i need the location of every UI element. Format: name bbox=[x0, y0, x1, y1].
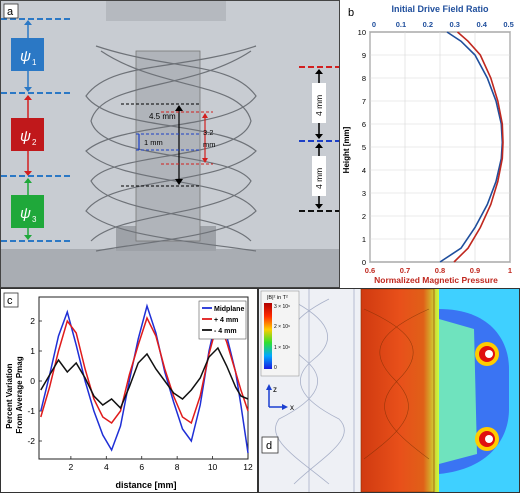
chart-b-top-tick-label: 0.3 bbox=[450, 20, 460, 29]
chart-b-ytick-label: 9 bbox=[362, 51, 366, 60]
dim-height bbox=[161, 111, 213, 165]
pressure-profile-chart: b Initial Drive Field Ratio Normalized M… bbox=[342, 4, 514, 285]
psi1-subscript: 1 bbox=[32, 58, 37, 67]
chart-c-xtick-label: 10 bbox=[208, 462, 218, 472]
field-core-high bbox=[361, 289, 439, 492]
chart-b-ytick-label: 2 bbox=[362, 212, 366, 221]
psi2-subscript: 2 bbox=[32, 138, 37, 147]
chart-c-xtick-label: 6 bbox=[139, 462, 144, 472]
chart-c-legend-label: - 4 mm bbox=[214, 328, 237, 335]
chart-b-top-tick-label: 0 bbox=[372, 20, 376, 29]
chart-b-ytick-label: 10 bbox=[358, 28, 366, 37]
dim-outer-label: 4.5 mm bbox=[149, 112, 176, 121]
chart-b-ytick-label: 6 bbox=[362, 120, 366, 129]
chart-c-xtick-label: 4 bbox=[104, 462, 109, 472]
psi2-symbol: ψ bbox=[20, 128, 31, 145]
axis-x-label: x bbox=[290, 403, 294, 412]
psi3-box bbox=[11, 195, 44, 228]
wire-cross-section-upper bbox=[475, 342, 499, 366]
chart-b-ytick-label: 0 bbox=[362, 258, 366, 267]
axis-z-label: z bbox=[273, 385, 277, 394]
psi2-box bbox=[11, 118, 44, 151]
field-map-svg: |B|² in T² 3 × 10⁶ 2 × 10⁶ 1 × 10⁶ 0 z x bbox=[259, 289, 519, 492]
top-connector bbox=[106, 1, 226, 21]
chart-c-xlabel: distance [mm] bbox=[115, 480, 176, 490]
chart-b-bottom-tick-label: 0.7 bbox=[400, 266, 410, 275]
dim-outer-diameter bbox=[121, 103, 201, 187]
chart-c-ytick-label: 0 bbox=[30, 376, 35, 386]
chart-c-ytick-label: 1 bbox=[30, 346, 35, 356]
panel-b-label: b bbox=[348, 7, 354, 19]
chart-c-xtick-label: 12 bbox=[243, 462, 253, 472]
colorbar-tick-1e6: 1 × 10⁶ bbox=[274, 345, 290, 351]
chart-b-ytick-label: 1 bbox=[362, 235, 366, 244]
psi1-symbol: ψ bbox=[20, 48, 31, 65]
chart-c-ytick-label: -2 bbox=[27, 436, 35, 446]
chart-c-ylabel: Percent Variation From Average Pmag bbox=[5, 356, 24, 433]
colorbar bbox=[264, 303, 272, 369]
psi1-region bbox=[1, 18, 71, 94]
chart-b-top-tick-label: 0.2 bbox=[423, 20, 433, 29]
dim-lower-label: 4 mm bbox=[314, 168, 324, 189]
colorbar-tick-0: 0 bbox=[274, 365, 277, 371]
panel-a-label: a bbox=[7, 6, 14, 18]
chart-c-xtick-label: 2 bbox=[69, 462, 74, 472]
colorbar-tick-2e6: 2 × 10⁶ bbox=[274, 324, 290, 330]
variation-chart: c distance [mm] Percent Variation From A… bbox=[3, 292, 253, 490]
chart-c-xtick-label: 8 bbox=[175, 462, 180, 472]
panel-a-device-schematic: 4.5 mm 1 mm 3.2 mm ψ 1 bbox=[0, 0, 340, 288]
colorbar-tick-3e6: 3 × 10⁶ bbox=[274, 304, 290, 310]
panel-c-label: c bbox=[7, 295, 13, 307]
chart-c-ylabel-line1: Percent Variation bbox=[5, 363, 14, 428]
chart-c-legend-label: Midplane bbox=[214, 306, 244, 313]
base-plate bbox=[1, 249, 339, 287]
panel-d-field-map: |B|² in T² 3 × 10⁶ 2 × 10⁶ 1 × 10⁶ 0 z x bbox=[258, 288, 520, 493]
psi1-box bbox=[11, 38, 44, 71]
chart-b-bottom-tick-label: 0.6 bbox=[365, 266, 375, 275]
psi2-region bbox=[1, 95, 71, 177]
chart-c-ytick-label: 2 bbox=[30, 316, 35, 326]
colorbar-title: |B|² in T² bbox=[267, 295, 288, 301]
dim-height-unit: mm bbox=[203, 140, 216, 149]
chart-b-top-tick-label: 0.5 bbox=[503, 20, 513, 29]
chart-b-top-tick-label: 0.1 bbox=[396, 20, 406, 29]
chart-c-series-line-2 bbox=[40, 346, 249, 410]
chart-b-ylabel: Height [mm] bbox=[342, 126, 351, 173]
chart-b-bottom-tick-label: 0.9 bbox=[470, 266, 480, 275]
chart-c-ylabel-line2: From Average Pmag bbox=[15, 356, 24, 433]
psi3-symbol: ψ bbox=[20, 205, 31, 222]
axis-triad bbox=[266, 384, 288, 410]
device-schematic-svg: 4.5 mm 1 mm 3.2 mm ψ 1 bbox=[1, 1, 339, 287]
panel-b-pressure-profile: b Initial Drive Field Ratio Normalized M… bbox=[340, 0, 520, 288]
chart-b-series-line-1 bbox=[453, 31, 504, 263]
dim-inner-label: 1 mm bbox=[144, 138, 163, 147]
chart-b-ytick-label: 3 bbox=[362, 189, 366, 198]
psi3-subscript: 3 bbox=[32, 215, 37, 224]
panel-d-label: d bbox=[266, 440, 272, 452]
helical-coil bbox=[85, 45, 257, 252]
field-lobe-mid bbox=[439, 319, 477, 464]
chart-b-xlabel: Normalized Magnetic Pressure bbox=[374, 275, 498, 285]
field-core-outline bbox=[360, 289, 435, 492]
chart-b-ytick-label: 4 bbox=[362, 166, 366, 175]
lower-spacing-bracket bbox=[299, 143, 339, 212]
chart-b-ytick-label: 7 bbox=[362, 97, 366, 106]
chart-b-bottom-tick-label: 1 bbox=[508, 266, 512, 275]
dim-upper-label: 4 mm bbox=[314, 95, 324, 116]
field-coil-overlay bbox=[363, 308, 430, 460]
chart-b-bottom-tick-label: 0.8 bbox=[435, 266, 445, 275]
chart-b-ytick-label: 8 bbox=[362, 74, 366, 83]
chart-b-ytick-label: 5 bbox=[362, 143, 366, 152]
psi3-region bbox=[1, 178, 71, 242]
dim-height-value: 3.2 bbox=[203, 128, 213, 137]
chart-c-ytick-label: -1 bbox=[27, 406, 35, 416]
upper-spacing-bracket bbox=[299, 66, 339, 142]
chart-b-top-title: Initial Drive Field Ratio bbox=[391, 4, 489, 14]
panel-c-variation-plot: c distance [mm] Percent Variation From A… bbox=[0, 288, 258, 493]
chart-b-top-tick-label: 0.4 bbox=[476, 20, 487, 29]
chart-c-legend-label: + 4 mm bbox=[214, 317, 238, 324]
dim-inner-gap bbox=[136, 133, 199, 151]
wire-cross-section-lower bbox=[475, 427, 499, 451]
